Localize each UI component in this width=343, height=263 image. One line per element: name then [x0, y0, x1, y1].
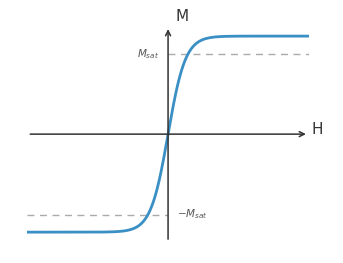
Text: $M_{sat}$: $M_{sat}$: [138, 47, 159, 61]
Text: M: M: [175, 9, 188, 24]
Text: H: H: [311, 122, 323, 137]
Text: $-M_{sat}$: $-M_{sat}$: [177, 208, 208, 221]
